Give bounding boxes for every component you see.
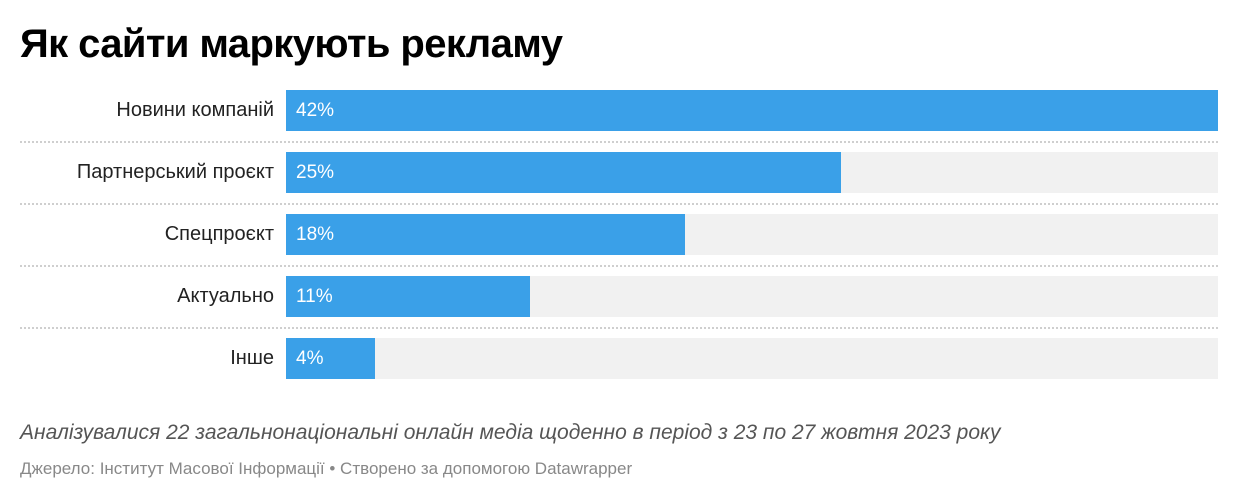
bar-row: Інше 4% [0, 338, 1240, 379]
bar-category-label: Партнерський проєкт [76, 161, 274, 183]
bar-track: 18% [286, 214, 1218, 255]
bar: 42% [286, 90, 1218, 131]
bar-chart: Новини компаній 42% Партнерський проєкт 25%… [0, 90, 1240, 384]
bar: 25% [286, 152, 841, 193]
bar-category-label: Актуально [177, 285, 274, 307]
bar-row: Партнерський проєкт 25% [0, 152, 1240, 193]
bar-track: 11% [286, 276, 1218, 317]
bar-category-label: Спецпроєкт [164, 223, 274, 245]
bar-row: Спецпроєкт 18% [0, 214, 1240, 255]
bar-row: Новини компаній 42% [0, 90, 1240, 131]
chart-source: Джерело: Інститут Масової Інформації • С… [20, 459, 633, 478]
bar: 11% [286, 276, 530, 317]
bar-value-label: 42% [296, 100, 335, 121]
bar: 4% [286, 338, 375, 379]
bar-category-label: Новини компаній [116, 99, 274, 121]
bar-track: 4% [286, 338, 1218, 379]
row-divider [20, 327, 1218, 329]
bar-track: 25% [286, 152, 1218, 193]
bar: 18% [286, 214, 685, 255]
bar-track: 42% [286, 90, 1218, 131]
row-divider [20, 141, 1218, 143]
chart-note: Аналізувалися 22 загальнонаціональні онл… [20, 421, 1001, 444]
bar-value-label: 4% [296, 348, 324, 369]
bar-value-label: 18% [296, 224, 335, 245]
chart-title: Як сайти маркують рекламу [20, 22, 563, 66]
row-divider [20, 203, 1218, 205]
bar-value-label: 25% [296, 162, 335, 183]
bar-row: Актуально 11% [0, 276, 1240, 317]
row-divider [20, 265, 1218, 267]
bar-value-label: 11% [296, 286, 333, 307]
bar-category-label: Інше [230, 347, 274, 369]
